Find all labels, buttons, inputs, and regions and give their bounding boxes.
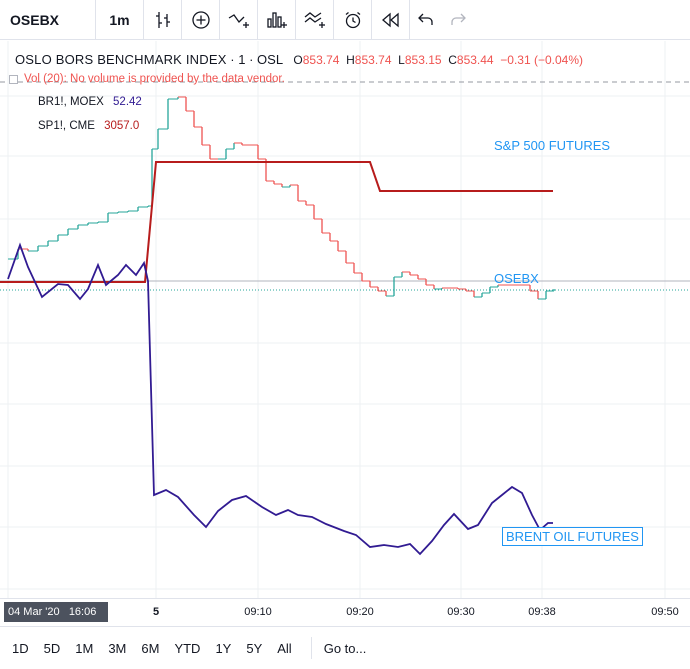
add-compare-icon [191, 10, 210, 29]
bar-style-icon [155, 11, 170, 28]
undo-button[interactable] [410, 0, 442, 40]
cursor-time: 16:06 [68, 606, 97, 618]
time-tick: 5 [152, 606, 160, 618]
low-value: 853.15 [404, 53, 442, 67]
time-tick: 09:38 [528, 606, 556, 618]
main-series-legend[interactable]: OSLO BORS BENCHMARK INDEX · 1 · OSL O853… [15, 52, 583, 67]
replay-button[interactable] [372, 0, 410, 40]
legend-separator: · [249, 52, 254, 67]
compare-symbol: BR1!, MOEX [38, 96, 104, 108]
time-tick: 09:20 [346, 606, 374, 618]
brent-oil-futures-line [7, 242, 553, 556]
goto-date-button[interactable]: Go to... [323, 640, 367, 656]
range-5y[interactable]: 5Y [246, 640, 263, 656]
templates-icon [304, 11, 325, 28]
close-value: 853.44 [456, 53, 494, 67]
high-key: H [346, 53, 355, 67]
symbol-search[interactable]: OSEBX [0, 0, 96, 40]
chart-toolbar: OSEBX 1m [0, 0, 690, 40]
chart-pane[interactable]: OSLO BORS BENCHMARK INDEX · 1 · OSL O853… [0, 41, 690, 598]
ohlc-values: O853.74 H853.74 L853.15 C853.44 −0.31 (−… [293, 53, 583, 67]
sp500-futures-line [0, 161, 553, 283]
range-separator [310, 637, 312, 659]
range-1y[interactable]: 1Y [215, 640, 232, 656]
legend-separator: · [230, 52, 235, 67]
open-key: O [293, 53, 303, 67]
templates-button[interactable] [296, 0, 334, 40]
add-compare-button[interactable] [182, 0, 220, 40]
financials-icon [266, 11, 287, 28]
range-6m[interactable]: 6M [141, 640, 160, 656]
alert-button[interactable] [334, 0, 372, 40]
indicators-button[interactable] [220, 0, 258, 40]
range-3m[interactable]: 3M [108, 640, 127, 656]
redo-button[interactable] [442, 0, 474, 40]
high-value: 853.74 [354, 53, 392, 67]
reference-lines [0, 81, 690, 291]
compare-legend-sp[interactable]: SP1!, CME 3057.0 [38, 120, 139, 132]
crosshair-time-label: 04 Mar '20 16:06 [4, 602, 108, 622]
low-key: L [398, 53, 405, 67]
financials-button[interactable] [258, 0, 296, 40]
range-all[interactable]: All [277, 640, 292, 656]
change-value: −0.31 (−0.04%) [500, 53, 584, 67]
time-tick: 09:30 [447, 606, 475, 618]
compare-value: 52.42 [113, 96, 142, 108]
legend-exchange: OSL [257, 52, 283, 67]
replay-icon [381, 12, 399, 27]
legend-interval: 1 [238, 52, 246, 67]
range-ytd[interactable]: YTD [174, 640, 201, 656]
series-name: OSLO BORS BENCHMARK INDEX [15, 52, 227, 67]
compare-value: 3057.0 [104, 120, 140, 132]
date-range-bar: 1D 5D 1M 3M 6M YTD 1Y 5Y All Go to... [0, 626, 690, 669]
volume-note: Vol (20): No volume is provided by the d… [24, 73, 285, 85]
annotation-brent[interactable]: BRENT OIL FUTURES [502, 527, 643, 546]
interval-button[interactable]: 1m [96, 0, 144, 40]
annotation-osebx[interactable]: OSEBX [494, 271, 539, 286]
annotation-sp500[interactable]: S&P 500 FUTURES [494, 138, 611, 153]
cursor-date: 04 Mar '20 [8, 606, 60, 618]
volume-legend[interactable]: Vol (20): No volume is provided by the d… [9, 73, 285, 85]
time-tick: 09:10 [244, 606, 272, 618]
time-axis[interactable]: 04 Mar '20 16:06 5 09:10 09:20 09:30 09:… [0, 598, 690, 624]
indicators-icon [228, 13, 249, 28]
range-1d[interactable]: 1D [12, 640, 29, 656]
compare-legend-brent[interactable]: BR1!, MOEX 52.42 [38, 96, 142, 108]
compare-symbol: SP1!, CME [38, 120, 95, 132]
osebx-candles [8, 96, 555, 300]
bar-style-button[interactable] [144, 0, 182, 40]
close-key: C [448, 53, 457, 67]
undo-icon [418, 13, 433, 25]
range-1m[interactable]: 1M [75, 640, 94, 656]
time-tick: 09:50 [651, 606, 679, 618]
alert-icon [345, 11, 360, 28]
volume-toggle[interactable] [9, 74, 18, 84]
open-value: 853.74 [302, 53, 340, 67]
redo-icon [451, 13, 466, 25]
range-5d[interactable]: 5D [43, 640, 61, 656]
